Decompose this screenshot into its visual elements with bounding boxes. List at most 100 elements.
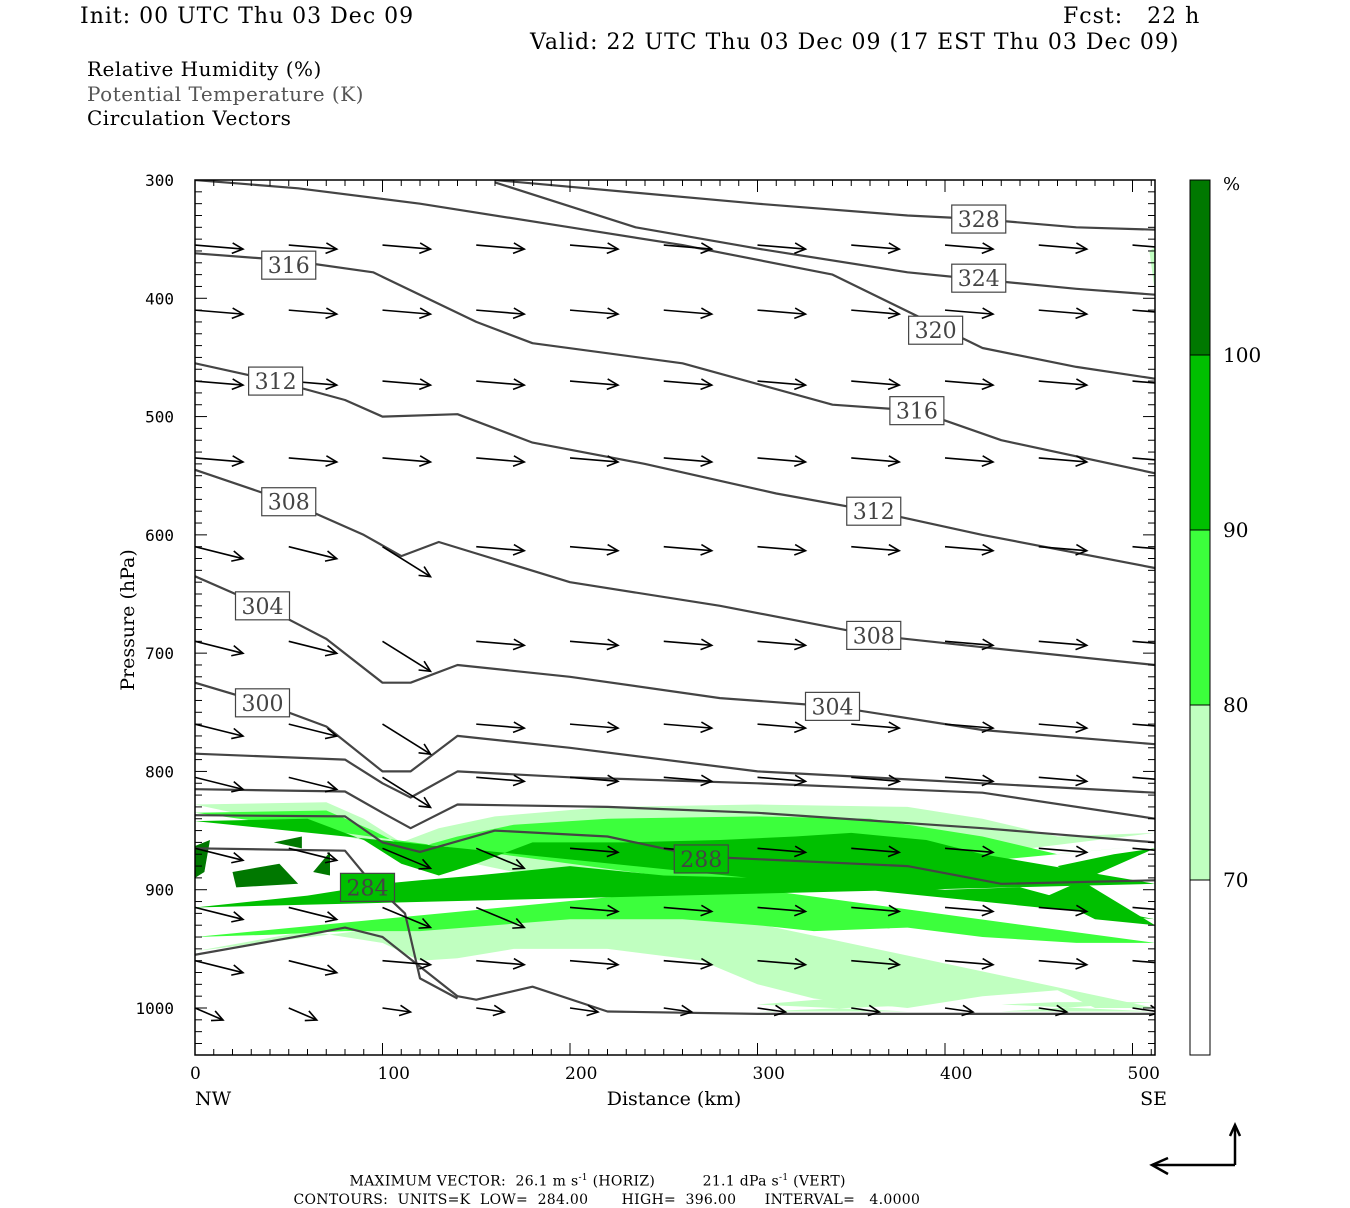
vector-shaft bbox=[288, 906, 337, 921]
vector-arrow bbox=[1132, 456, 1180, 466]
rh-patch-100 bbox=[273, 836, 302, 849]
vector-shaft bbox=[851, 959, 900, 966]
contour-label-box bbox=[889, 396, 945, 426]
vector-head bbox=[680, 1004, 694, 1017]
theta-contour-324 bbox=[494, 181, 1155, 296]
vector-arrow bbox=[1038, 455, 1089, 468]
vector-arrow bbox=[288, 545, 339, 562]
contour-label-box bbox=[234, 591, 291, 621]
vector-head bbox=[981, 721, 995, 734]
vector-head bbox=[606, 638, 620, 651]
vector-head bbox=[325, 242, 339, 255]
vector-head bbox=[1075, 904, 1089, 917]
vector-head bbox=[1169, 379, 1180, 389]
vector-arrow bbox=[1038, 242, 1089, 255]
vector-shaft bbox=[382, 640, 431, 672]
vector-head bbox=[325, 307, 339, 320]
reference-vector-icon bbox=[1149, 1121, 1242, 1176]
vector-arrow bbox=[1038, 774, 1089, 787]
vector-shaft bbox=[663, 309, 712, 315]
contour-label: 304 bbox=[242, 595, 284, 620]
vector-head bbox=[1075, 543, 1089, 556]
vector-arrow bbox=[288, 776, 339, 793]
vector-arrow bbox=[476, 242, 527, 255]
vector-arrow bbox=[382, 847, 433, 870]
vector-arrow bbox=[1132, 545, 1155, 550]
vector-head bbox=[231, 307, 245, 320]
rh-patch-70-80 bbox=[1001, 1002, 1155, 1012]
vector-shaft bbox=[1038, 847, 1087, 854]
vector-shaft bbox=[1038, 723, 1087, 729]
vector-arrow bbox=[288, 723, 339, 740]
vector-shaft bbox=[476, 545, 525, 552]
vector-head bbox=[512, 307, 527, 320]
vector-head bbox=[1055, 1004, 1069, 1017]
vector-shaft bbox=[195, 1007, 224, 1021]
vector-head bbox=[586, 1004, 600, 1017]
theta-contour-320 bbox=[195, 180, 1155, 380]
vector-shaft bbox=[476, 640, 525, 647]
theta-contour-316 bbox=[195, 252, 1155, 475]
vector-head bbox=[794, 721, 808, 734]
vector-arrow bbox=[288, 959, 339, 976]
vector-arrow bbox=[1132, 906, 1155, 911]
vector-shaft bbox=[944, 640, 994, 647]
vector-shaft bbox=[944, 723, 994, 729]
contour-label-box bbox=[261, 487, 317, 517]
x-axis-label: Distance (km) bbox=[607, 1088, 742, 1110]
vector-head bbox=[1169, 456, 1180, 466]
vector-arrow bbox=[569, 455, 620, 468]
vector-shaft bbox=[195, 244, 244, 250]
vector-shaft bbox=[757, 244, 806, 250]
vector-shaft bbox=[195, 640, 244, 655]
vector-shaft bbox=[288, 847, 337, 862]
vector-head bbox=[700, 774, 714, 787]
vector-head bbox=[324, 852, 339, 864]
vector-head bbox=[700, 455, 714, 468]
vector-shaft bbox=[663, 545, 712, 552]
vector-arrow bbox=[195, 545, 245, 562]
vector-shaft bbox=[944, 457, 994, 463]
vector-arrow bbox=[663, 957, 714, 970]
vector-arrow bbox=[288, 847, 339, 864]
vector-arrow bbox=[1132, 847, 1155, 851]
rh-patch-70-80 bbox=[757, 998, 908, 1012]
max-vector-horiz-value: 26.1 m s bbox=[515, 1173, 579, 1190]
colorbar: % 100 90 80 70 bbox=[1189, 174, 1261, 1056]
vector-arrow bbox=[663, 455, 714, 468]
vector-head bbox=[231, 964, 245, 976]
vector-head bbox=[231, 550, 245, 562]
vector-shaft bbox=[1132, 906, 1155, 911]
vector-head bbox=[794, 307, 808, 320]
vector-arrow bbox=[288, 455, 339, 468]
vector-arrow bbox=[944, 638, 995, 651]
vector-head bbox=[418, 858, 433, 870]
vector-head bbox=[1169, 775, 1180, 785]
vector-arrow bbox=[476, 543, 527, 556]
legend-relative-humidity: Relative Humidity (%) bbox=[87, 57, 322, 81]
vector-shaft bbox=[382, 309, 431, 315]
vector-shaft bbox=[851, 244, 900, 250]
contour-label: 320 bbox=[915, 319, 957, 344]
contours-units: UNITS=K bbox=[397, 1192, 471, 1208]
theta-contour-288 bbox=[195, 814, 1155, 885]
vector-head bbox=[606, 904, 620, 917]
vector-shaft bbox=[195, 545, 244, 560]
x-endpoint-left: NW bbox=[195, 1088, 232, 1110]
vector-shaft bbox=[195, 906, 244, 921]
colorbar-bin bbox=[1189, 704, 1211, 881]
vector-arrow bbox=[1132, 379, 1180, 389]
vector-head bbox=[1169, 639, 1180, 649]
vector-head bbox=[231, 455, 245, 468]
vector-head bbox=[324, 550, 339, 562]
x-tick-label: 500 bbox=[1128, 1064, 1160, 1084]
x-tick-label: 200 bbox=[565, 1064, 597, 1084]
vector-head bbox=[1169, 722, 1180, 732]
vector-shaft bbox=[475, 906, 525, 929]
vector-arrow bbox=[851, 774, 902, 787]
max-vector-label: MAXIMUM VECTOR: bbox=[349, 1173, 506, 1190]
theta-contour-308 bbox=[195, 468, 1155, 667]
vector-head bbox=[981, 378, 995, 391]
vector-shaft bbox=[663, 380, 712, 386]
